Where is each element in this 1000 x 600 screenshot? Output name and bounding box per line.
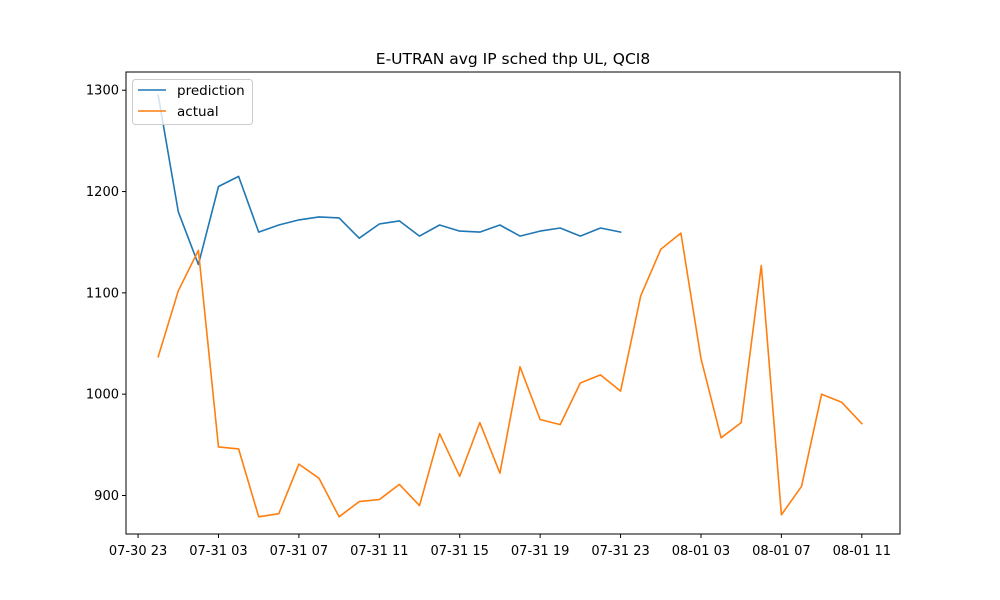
x-tick-label: 07-31 23 [591,544,649,559]
x-tick-label: 08-01 07 [752,544,810,559]
series-line-actual [157,232,863,518]
y-tick-label: 1300 [86,84,119,99]
legend-label-prediction: prediction [177,83,245,99]
x-tick-label: 08-01 11 [833,544,891,559]
y-axis: 900 1000 1100 1200 1300 [86,84,126,504]
plot-lines [157,94,863,518]
series-line-prediction [157,94,622,266]
x-tick-label: 07-31 11 [350,544,408,559]
x-tick-label: 07-30 23 [109,544,167,559]
x-tick-label: 07-31 07 [270,544,328,559]
chart-title: E-UTRAN avg IP sched thp UL, QCI8 [376,50,650,68]
y-tick-label: 1100 [86,286,119,301]
y-tick-label: 1000 [86,388,119,403]
x-tick-label: 07-31 15 [430,544,488,559]
y-tick-label: 1200 [86,185,119,200]
plot-frame [125,71,901,535]
legend: prediction actual [132,79,253,125]
x-tick-label: 08-01 03 [672,544,730,559]
x-tick-label: 07-31 03 [189,544,247,559]
legend-label-actual: actual [177,104,219,120]
y-tick-label: 900 [94,489,119,504]
x-tick-label: 07-31 19 [511,544,569,559]
x-axis: 07-30 23 07-31 03 07-31 07 07-31 11 07-31 15… [109,534,891,559]
